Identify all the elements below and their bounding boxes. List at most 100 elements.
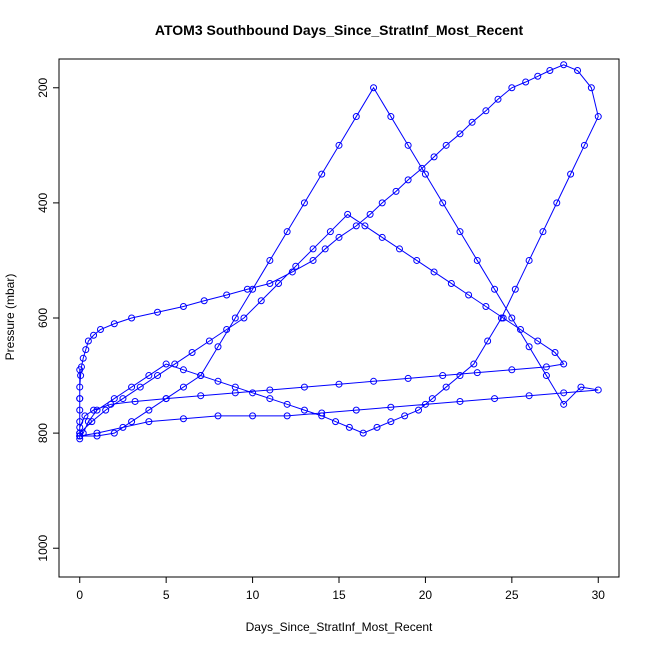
data-point bbox=[128, 383, 136, 391]
y-tick-label: 200 bbox=[36, 77, 50, 97]
data-point bbox=[93, 429, 101, 437]
data-point bbox=[534, 337, 542, 345]
data-point bbox=[136, 383, 144, 391]
data-point bbox=[553, 199, 561, 207]
data-point bbox=[415, 406, 423, 414]
data-point bbox=[300, 383, 308, 391]
data-point bbox=[373, 423, 381, 431]
data-point bbox=[249, 389, 257, 397]
data-point bbox=[119, 423, 127, 431]
data-point bbox=[318, 409, 326, 417]
data-point bbox=[418, 164, 426, 172]
y-tick-label: 400 bbox=[36, 193, 50, 213]
data-point bbox=[179, 415, 187, 423]
data-point bbox=[266, 256, 274, 264]
data-point bbox=[119, 395, 127, 403]
data-point bbox=[594, 386, 602, 394]
data-point bbox=[231, 389, 239, 397]
data-point bbox=[456, 130, 464, 138]
data-point bbox=[82, 346, 90, 354]
data-point bbox=[370, 84, 378, 92]
data-point bbox=[145, 406, 153, 414]
data-point bbox=[179, 302, 187, 310]
data-point bbox=[421, 170, 429, 178]
x-tick-label: 15 bbox=[332, 588, 346, 602]
data-point bbox=[335, 380, 343, 388]
data-point bbox=[522, 78, 530, 86]
data-point bbox=[580, 141, 588, 149]
data-point bbox=[200, 297, 208, 305]
data-point bbox=[79, 354, 87, 362]
data-point bbox=[266, 279, 274, 287]
data-point bbox=[171, 360, 179, 368]
data-point bbox=[266, 395, 274, 403]
data-point bbox=[76, 432, 84, 440]
data-point bbox=[321, 245, 329, 253]
data-point bbox=[473, 256, 481, 264]
data-point bbox=[76, 429, 84, 437]
data-point bbox=[494, 95, 502, 103]
data-point bbox=[76, 395, 84, 403]
data-point bbox=[525, 343, 533, 351]
data-point bbox=[387, 418, 395, 426]
data-point bbox=[309, 245, 317, 253]
data-point bbox=[560, 360, 568, 368]
data-point bbox=[395, 245, 403, 253]
data-point bbox=[404, 176, 412, 184]
data-point bbox=[352, 222, 360, 230]
data-point bbox=[560, 389, 568, 397]
data-point bbox=[102, 406, 110, 414]
data-point bbox=[223, 291, 231, 299]
data-point bbox=[275, 279, 283, 287]
data-point bbox=[447, 279, 455, 287]
data-point bbox=[76, 383, 84, 391]
data-point bbox=[93, 406, 101, 414]
data-point bbox=[587, 84, 595, 92]
data-point bbox=[283, 412, 291, 420]
data-point bbox=[491, 285, 499, 293]
y-axis: 200 400 600 800 1000 bbox=[36, 77, 60, 562]
data-point bbox=[162, 360, 170, 368]
data-point bbox=[594, 113, 602, 121]
data-point bbox=[551, 349, 559, 357]
data-point bbox=[470, 360, 478, 368]
data-point bbox=[110, 429, 118, 437]
data-point bbox=[499, 314, 507, 322]
data-point bbox=[131, 397, 139, 405]
data-point bbox=[110, 320, 118, 328]
data-point bbox=[352, 406, 360, 414]
x-tick-label: 25 bbox=[505, 588, 519, 602]
x-tick-label: 20 bbox=[419, 588, 433, 602]
data-point bbox=[542, 363, 550, 371]
data-point bbox=[154, 372, 162, 380]
data-point bbox=[110, 395, 118, 403]
data-point bbox=[90, 331, 98, 339]
data-point bbox=[231, 314, 239, 322]
data-point bbox=[525, 392, 533, 400]
data-point bbox=[430, 268, 438, 276]
data-point bbox=[81, 412, 89, 420]
data-point bbox=[378, 233, 386, 241]
data-point bbox=[288, 268, 296, 276]
data-point bbox=[214, 343, 222, 351]
data-point bbox=[366, 210, 374, 218]
data-point bbox=[456, 228, 464, 236]
data-point bbox=[292, 262, 300, 270]
data-point bbox=[456, 372, 464, 380]
data-point bbox=[534, 72, 542, 80]
data-point bbox=[439, 372, 447, 380]
data-point bbox=[511, 285, 519, 293]
chart-title: ATOM3 Southbound Days_Since_StratInf_Mos… bbox=[155, 22, 524, 38]
data-point bbox=[154, 308, 162, 316]
data-point bbox=[542, 372, 550, 380]
data-point bbox=[93, 432, 101, 440]
data-point bbox=[361, 222, 369, 230]
data-point bbox=[128, 314, 136, 322]
data-point bbox=[318, 412, 326, 420]
data-point bbox=[326, 228, 334, 236]
y-tick-label: 800 bbox=[36, 423, 50, 443]
data-point bbox=[428, 395, 436, 403]
data-point bbox=[214, 377, 222, 385]
data-point bbox=[387, 403, 395, 411]
